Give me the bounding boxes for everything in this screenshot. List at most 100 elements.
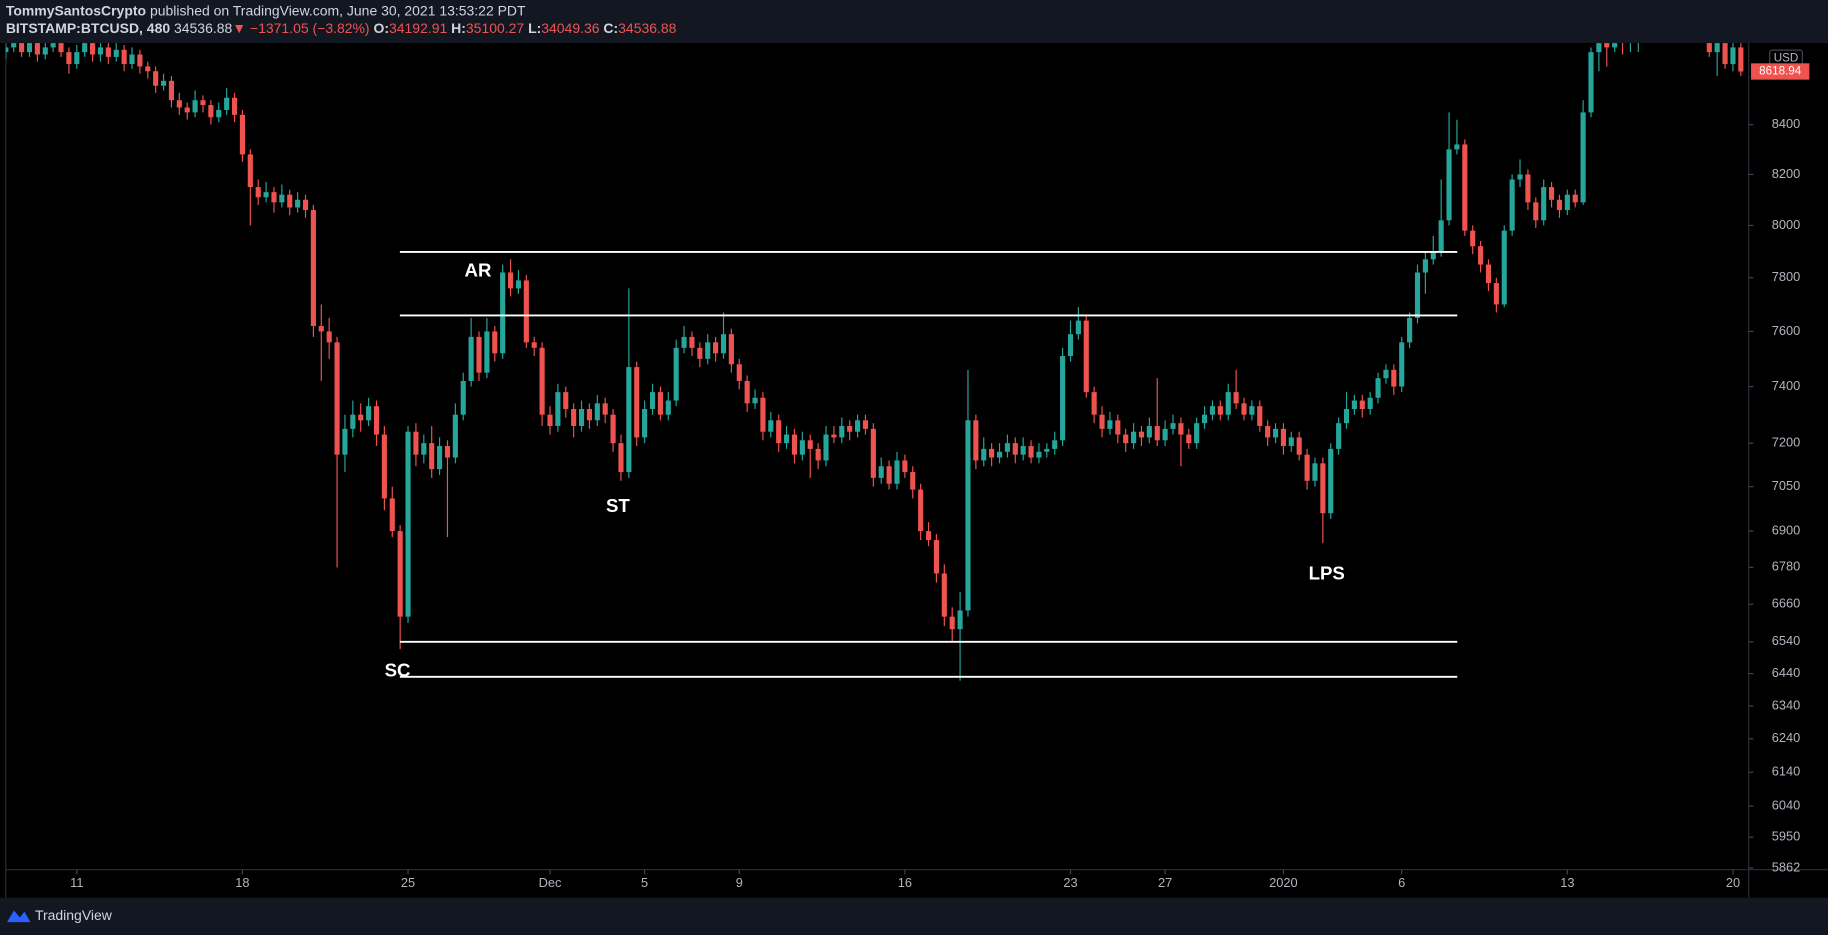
- candle-body: [878, 466, 884, 478]
- candle-body: [1446, 149, 1452, 221]
- candle-body: [160, 80, 167, 86]
- candle-body: [823, 434, 829, 461]
- candle-body: [1422, 259, 1428, 273]
- candle-body: [649, 392, 656, 410]
- candle-body: [1493, 283, 1499, 305]
- published: published on TradingView.com, June 30, 2…: [150, 2, 526, 18]
- candle-body: [216, 109, 222, 118]
- candle-body: [437, 446, 443, 470]
- annotation: LPS: [1309, 563, 1345, 584]
- candle-body: [137, 54, 143, 67]
- y-tick-label: 6540: [1772, 633, 1801, 648]
- y-tick-label: 6660: [1772, 596, 1801, 611]
- candle-body: [1438, 220, 1444, 252]
- candle-body: [358, 414, 364, 421]
- candle-body: [1572, 194, 1578, 203]
- candle-body: [1217, 406, 1223, 415]
- candle-body: [26, 43, 33, 53]
- candle-body: [1004, 443, 1010, 452]
- candle-body: [665, 400, 671, 415]
- candle-body: [413, 431, 419, 455]
- candle-body: [105, 47, 111, 57]
- candle-body: [1091, 392, 1097, 415]
- candle-body: [42, 47, 48, 55]
- candle-body: [1328, 448, 1334, 514]
- candle-body: [776, 420, 782, 444]
- candle-body: [642, 409, 648, 438]
- candle-body: [894, 460, 900, 484]
- candle-body: [239, 114, 245, 155]
- candle-body: [342, 428, 348, 455]
- candle-body: [713, 342, 719, 354]
- candle-body: [1075, 320, 1081, 335]
- candle-body: [1336, 423, 1342, 449]
- candle-body: [1272, 428, 1279, 438]
- candle-body: [697, 347, 703, 359]
- x-tick-label: 5: [641, 875, 648, 890]
- candle-body: [1146, 426, 1152, 438]
- candle-body: [1414, 272, 1421, 318]
- candle-body: [571, 409, 577, 427]
- candle-body: [791, 434, 798, 455]
- candle-body: [681, 336, 687, 348]
- candle-body: [34, 43, 40, 55]
- candle-body: [815, 448, 821, 461]
- candle-body: [1399, 342, 1405, 387]
- candle-body: [839, 426, 845, 438]
- candle-body: [626, 367, 632, 473]
- candle-body: [1304, 454, 1310, 481]
- candle-body: [1549, 187, 1555, 200]
- candle-body: [1738, 47, 1744, 72]
- candle-body: [1533, 202, 1539, 221]
- candle-body: [1714, 43, 1720, 53]
- candle-body: [539, 347, 545, 415]
- candle-body: [886, 466, 892, 484]
- candle-body: [1052, 440, 1058, 449]
- candle-body: [1407, 317, 1413, 343]
- candle-body: [657, 392, 663, 415]
- candle-body: [1194, 423, 1200, 444]
- candle-body: [610, 414, 616, 444]
- candle-body: [673, 347, 679, 401]
- candle-body: [563, 392, 569, 410]
- candle-body: [247, 154, 253, 188]
- candle-body: [5, 47, 9, 53]
- price: 34536.88: [174, 20, 232, 36]
- candle-body: [1067, 334, 1074, 357]
- candle-body: [925, 531, 932, 541]
- candle-body: [1596, 43, 1602, 53]
- open: 34192.91: [389, 20, 447, 36]
- candle-body: [870, 428, 876, 478]
- candle-body: [500, 272, 506, 354]
- candle-body: [1288, 437, 1294, 447]
- candle-body: [1233, 392, 1239, 404]
- candle-body: [965, 420, 971, 611]
- y-tick-label: 5862: [1772, 859, 1801, 874]
- candle-body: [1383, 369, 1389, 379]
- candle-body: [90, 43, 96, 55]
- last-price-label: 8618.94: [1759, 65, 1802, 78]
- candle-body: [634, 367, 640, 438]
- close-label: C:: [603, 20, 618, 36]
- candle-body: [996, 451, 1003, 458]
- candle-body: [578, 409, 585, 427]
- candle-body: [933, 540, 939, 574]
- candle-body: [287, 194, 293, 208]
- candle-body: [421, 443, 427, 455]
- candle-body: [334, 342, 340, 455]
- candle-body: [862, 420, 869, 429]
- candle-body: [184, 107, 190, 113]
- candle-body: [799, 440, 805, 455]
- candle-body: [728, 334, 734, 365]
- candle-body: [58, 43, 64, 53]
- candle-body: [1296, 437, 1302, 455]
- candle-body: [1123, 434, 1129, 444]
- candle-body: [1249, 406, 1255, 415]
- candle-body: [1044, 448, 1050, 452]
- candle-body: [405, 431, 411, 617]
- open-label: O:: [373, 20, 389, 36]
- x-tick-label: 13: [1560, 875, 1574, 890]
- candle-body: [1131, 431, 1137, 444]
- header-bar: [0, 0, 1828, 44]
- candle-body: [1083, 320, 1089, 393]
